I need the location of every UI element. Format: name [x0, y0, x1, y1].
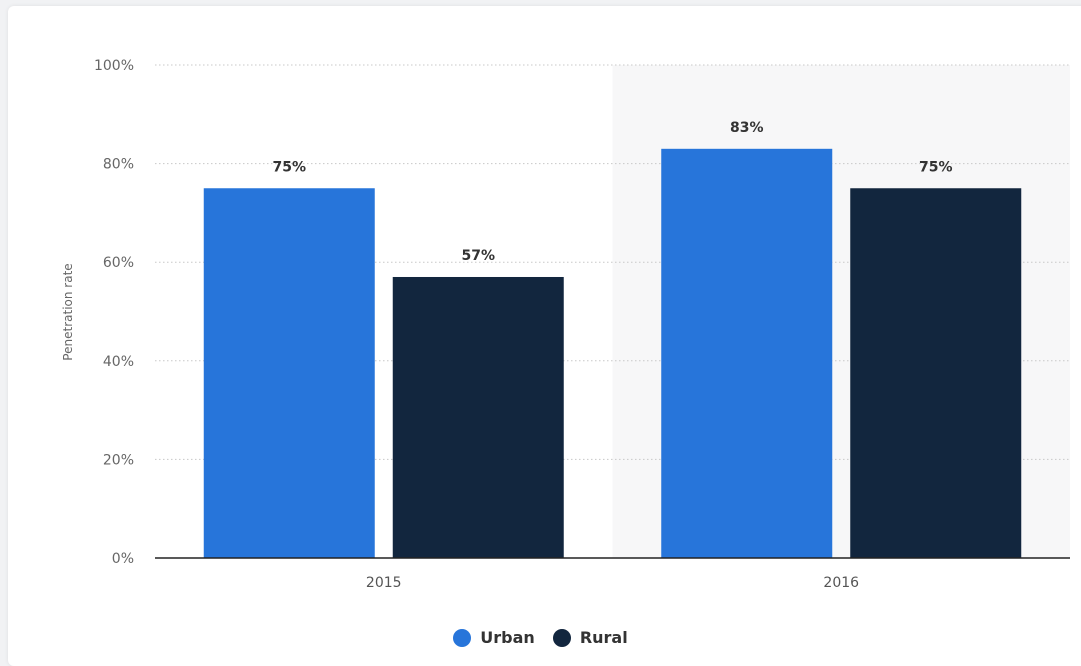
- y-axis-title: Penetration rate: [61, 263, 75, 360]
- legend-label-rural: Rural: [579, 628, 628, 647]
- y-tick-label: 80%: [103, 157, 134, 173]
- data-labels: 75% 57% 83% 75%: [272, 120, 952, 264]
- data-label-rural-2016: 75%: [919, 159, 953, 175]
- legend-item-urban[interactable]: Urban: [453, 628, 535, 647]
- y-tick-label: 20%: [103, 452, 134, 468]
- y-tick-label: 40%: [103, 354, 134, 370]
- legend: Urban Rural: [0, 628, 1081, 647]
- bar-rural-2016[interactable]: [850, 188, 1022, 558]
- legend-swatch-urban: [453, 628, 472, 647]
- data-label-rural-2015: 57%: [461, 248, 495, 264]
- axes: 0% 20% 40% 60% 80% 100% 2015 2016: [94, 58, 1070, 591]
- data-label-urban-2015: 75%: [272, 159, 306, 175]
- x-tick-label: 2015: [366, 575, 402, 591]
- bar-urban-2016[interactable]: [661, 148, 833, 558]
- bar-urban-2015[interactable]: [203, 188, 375, 558]
- data-label-urban-2016: 83%: [730, 120, 764, 136]
- y-tick-label: 60%: [103, 255, 134, 271]
- y-tick-label: 100%: [94, 58, 134, 74]
- legend-swatch-rural: [552, 628, 571, 647]
- legend-label-urban: Urban: [480, 628, 535, 647]
- y-tick-label: 0%: [112, 551, 134, 567]
- legend-item-rural[interactable]: Rural: [552, 628, 628, 647]
- bars: [203, 148, 1022, 558]
- bar-rural-2015[interactable]: [392, 276, 564, 558]
- x-tick-label: 2016: [823, 575, 859, 591]
